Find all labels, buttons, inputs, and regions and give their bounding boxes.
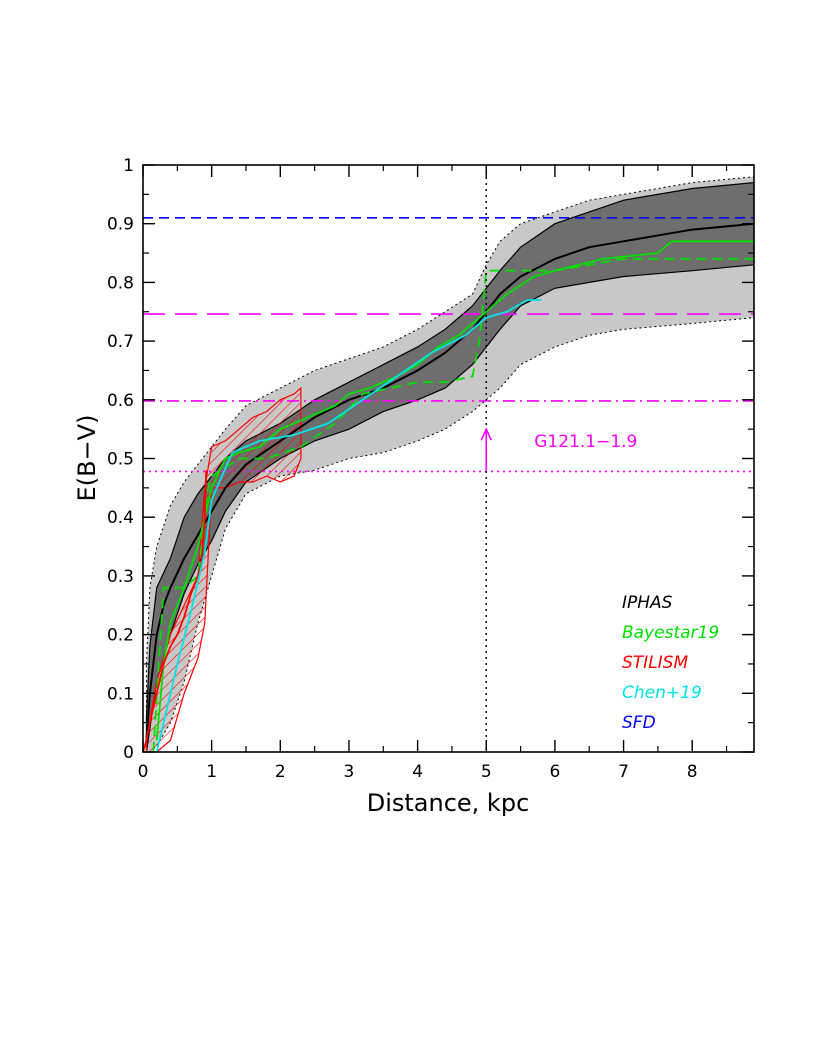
y-tick-label: 0.1 [107,684,134,704]
y-tick-label: 0.6 [107,391,134,411]
y-tick-label: 0 [123,743,134,763]
stilism-hatched-region [145,386,302,752]
y-tick-label: 0.3 [107,567,134,587]
series-bayestar19 [155,240,754,741]
x-tick-label: 1 [206,762,217,782]
x-tick-label: 4 [412,762,423,782]
y-tick-label: 1 [123,156,134,176]
legend-item-sfd: SFD [622,713,656,733]
y-tick-label: 0.5 [107,450,134,470]
y-tick-label: 0.4 [107,508,134,528]
y-tick-label: 0.9 [107,215,134,235]
legend-item-chen-19: Chen+19 [622,683,702,703]
x-tick-label: 3 [344,762,355,782]
legend-item-iphas: IPHAS [622,593,673,613]
annotation-label: G121.1−1.9 [534,432,637,452]
series-chen-19 [155,299,542,752]
y-tick-label: 0.2 [107,626,134,646]
series-bayestar19-dashed- [152,258,754,752]
y-axis-title: E(B−V) [73,415,101,502]
x-tick-label: 5 [481,762,492,782]
iphas-band-0 [145,176,754,752]
x-tick-label: 7 [618,762,629,782]
x-tick-label: 0 [138,762,149,782]
y-tick-label: 0.8 [107,273,134,293]
x-tick-label: 6 [549,762,560,782]
legend-item-stilism: STILISM [622,653,688,673]
y-tick-label: 0.7 [107,332,134,352]
x-tick-label: 8 [687,762,698,782]
x-axis-title: Distance, kpc [367,789,530,817]
annotation-arrow-head [480,427,492,441]
legend-item-bayestar19: Bayestar19 [622,623,719,643]
x-tick-label: 2 [275,762,286,782]
